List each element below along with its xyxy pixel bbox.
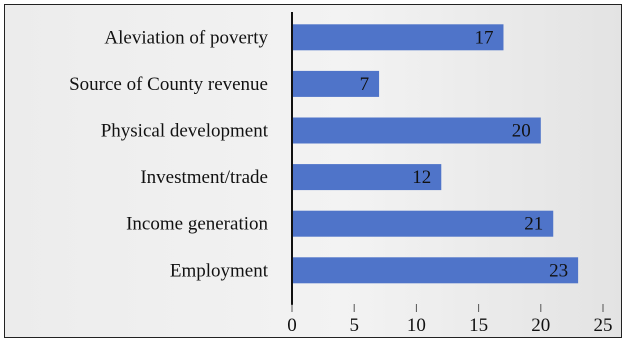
axis-layer: 0 5 10 15 20 25 xyxy=(287,12,613,336)
x-tick-label-4: 20 xyxy=(531,315,550,336)
bar-2 xyxy=(292,117,541,144)
bars-layer xyxy=(292,24,579,284)
value-label-4: 21 xyxy=(524,214,543,235)
category-label-3: Investment/trade xyxy=(140,167,268,188)
value-label-2: 20 xyxy=(512,121,531,142)
value-label-1: 7 xyxy=(360,74,370,95)
x-tick-label-1: 5 xyxy=(349,315,359,336)
category-label-2: Physical development xyxy=(101,121,269,142)
category-label-5: Employment xyxy=(170,260,269,281)
bar-0 xyxy=(292,24,504,51)
category-label-4: Income generation xyxy=(126,214,268,235)
value-label-5: 23 xyxy=(549,260,568,281)
bar-1 xyxy=(292,70,380,97)
bar-4 xyxy=(292,210,554,237)
x-tick-label-2: 10 xyxy=(407,315,426,336)
bar-5 xyxy=(292,257,579,284)
category-label-0: Aleviation of poverty xyxy=(104,27,268,48)
bar-3 xyxy=(292,164,442,191)
value-label-3: 12 xyxy=(412,167,431,188)
x-tick-label-0: 0 xyxy=(287,315,297,336)
labels-layer: Aleviation of poverty 17 Source of County … xyxy=(69,27,568,281)
category-label-1: Source of County revenue xyxy=(69,74,268,95)
value-label-0: 17 xyxy=(474,27,493,48)
x-tick-label-5: 25 xyxy=(594,315,613,336)
x-tick-label-3: 15 xyxy=(469,315,488,336)
